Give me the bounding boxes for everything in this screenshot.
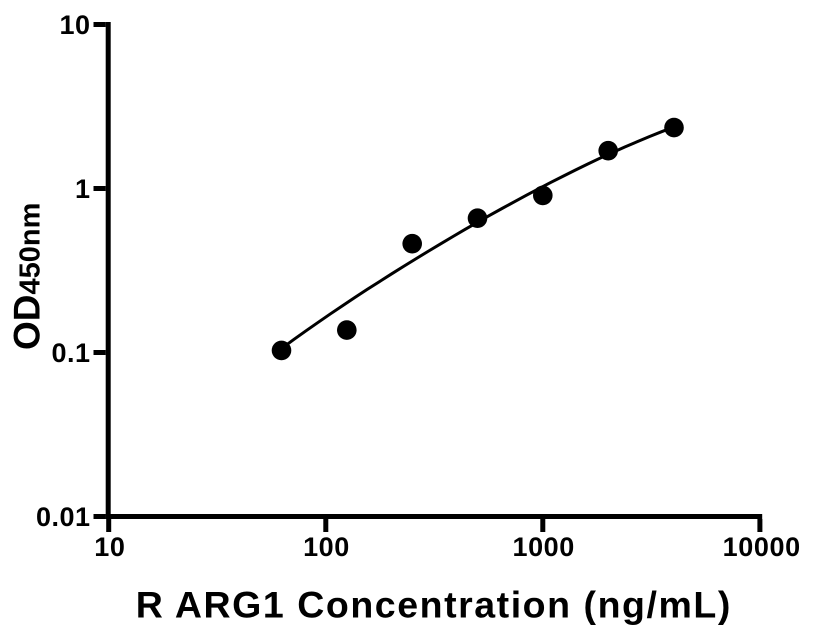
svg-text:R ARG1 Concentration (ng/mL): R ARG1 Concentration (ng/mL) bbox=[136, 584, 732, 626]
svg-text:1000: 1000 bbox=[512, 532, 574, 562]
svg-text:10: 10 bbox=[59, 10, 90, 40]
svg-text:0.01: 0.01 bbox=[36, 502, 91, 532]
svg-text:100: 100 bbox=[303, 532, 350, 562]
svg-text:10000: 10000 bbox=[723, 532, 801, 562]
svg-text:1: 1 bbox=[75, 174, 91, 204]
svg-text:10: 10 bbox=[94, 532, 125, 562]
svg-text:0.1: 0.1 bbox=[51, 338, 90, 368]
